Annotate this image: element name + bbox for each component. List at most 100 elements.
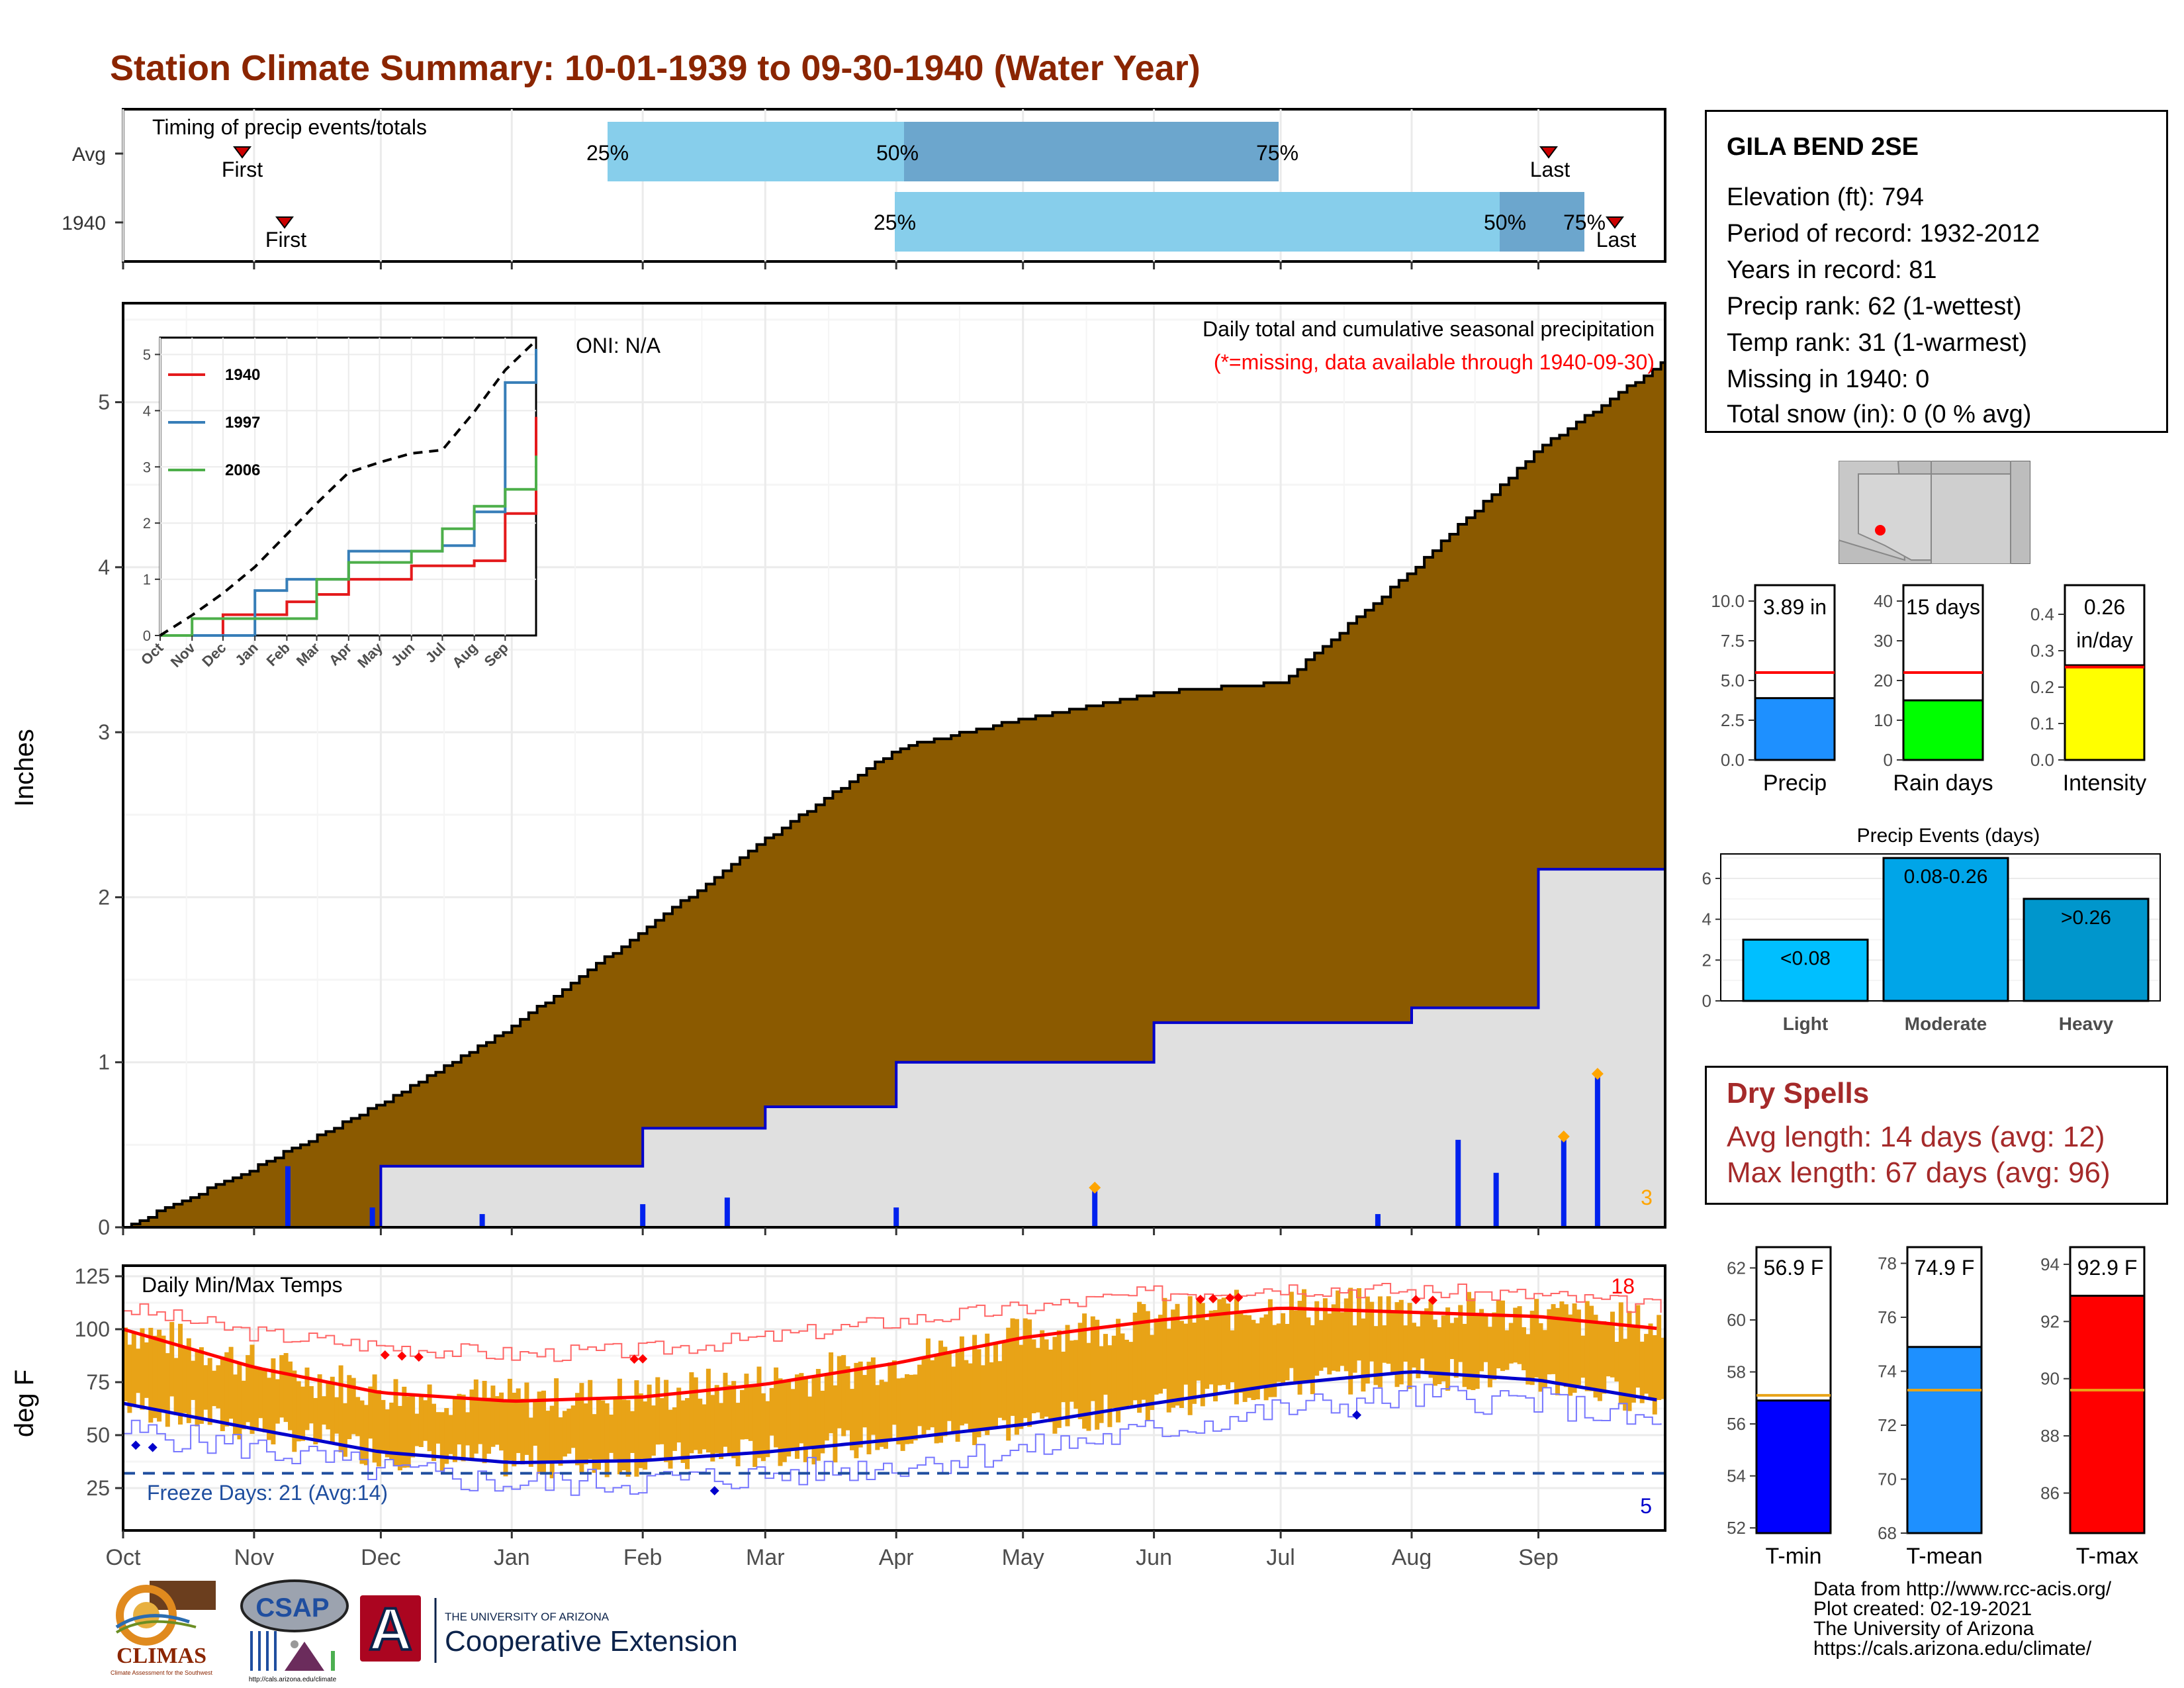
daily-temp-bar [473, 1379, 478, 1454]
timing-avg-last: Last [1530, 158, 1570, 181]
daily-temp-bar [326, 1382, 331, 1430]
month-label: Apr [879, 1545, 914, 1569]
cold-count: 5 [1640, 1494, 1652, 1518]
mini-bar-tick-label: 30 [1874, 631, 1893, 651]
daily-temp-bar [237, 1362, 242, 1440]
inset-legend-label: 2006 [225, 461, 260, 479]
events-ytick-label: 2 [1702, 950, 1711, 970]
daily-temp-bar [267, 1378, 271, 1440]
daily-temp-bar [959, 1336, 964, 1426]
inset-ytick-label: 0 [143, 628, 151, 644]
daily-temp-bar [1559, 1301, 1565, 1383]
daily-temp-bar [253, 1368, 259, 1429]
timing-avg-bar-25-50 [608, 122, 904, 181]
timing-1940-bar-50-75 [1500, 192, 1584, 252]
temp-summary-tick-label: 90 [2040, 1369, 2060, 1389]
daily-temp-bar [246, 1355, 251, 1423]
precip-ytick-label: 1 [98, 1051, 110, 1074]
daily-temp-bar [1010, 1318, 1015, 1416]
daily-temp-bar [1424, 1308, 1430, 1372]
daily-temp-bar [465, 1412, 471, 1446]
daily-temp-bar [1116, 1319, 1121, 1423]
daily-temp-bar [397, 1405, 402, 1471]
daily-temp-bar [946, 1352, 952, 1421]
daily-temp-bar [1217, 1299, 1222, 1385]
daily-temp-bar [1627, 1311, 1632, 1411]
daily-temp-bar [418, 1395, 424, 1447]
daily-temp-bar [334, 1397, 340, 1434]
daily-temp-bar [533, 1399, 538, 1446]
record-high-marker [1411, 1295, 1421, 1305]
daily-temp-bar [152, 1335, 158, 1419]
daily-temp-bar [938, 1340, 943, 1443]
daily-temp-bar [452, 1397, 457, 1462]
daily-temp-bar [499, 1392, 504, 1451]
daily-temp-bar [740, 1389, 745, 1440]
daily-temp-bar [621, 1399, 627, 1471]
station-line-1: Elevation (ft): 794 [1727, 183, 1924, 211]
daily-temp-bar [444, 1408, 449, 1464]
daily-temp-bar [347, 1375, 352, 1440]
daily-temp-bar [1542, 1330, 1547, 1388]
daily-temp-bar [1208, 1310, 1214, 1385]
daily-temp-bar [1652, 1335, 1657, 1415]
temp-ylabel: deg F [10, 1370, 39, 1437]
daily-temp-bar [583, 1403, 588, 1465]
daily-temp-bar [604, 1403, 610, 1477]
daily-temp-bar [1336, 1290, 1341, 1372]
daily-temp-bar [1432, 1319, 1437, 1386]
record-low-marker [131, 1440, 141, 1450]
daily-temp-bar [414, 1413, 420, 1446]
daily-temp-bar [1086, 1342, 1091, 1431]
daily-temp-bar [930, 1360, 935, 1428]
daily-temp-bar [1467, 1291, 1471, 1389]
timing-avg-q25: 25% [586, 141, 629, 165]
daily-precip-bar [369, 1207, 375, 1227]
daily-temp-bar [887, 1362, 893, 1439]
station-line-2: Period of record: 1932-2012 [1727, 220, 2040, 248]
temp-summary-tick-label: 60 [1727, 1310, 1746, 1330]
daily-temp-bar [1187, 1296, 1193, 1415]
daily-temp-bar [1614, 1342, 1619, 1382]
ua-line-1: THE UNIVERSITY OF ARIZONA [445, 1611, 610, 1623]
daily-temp-bar [1247, 1315, 1251, 1398]
daily-temp-bar [490, 1385, 496, 1447]
daily-temp-bar [1255, 1323, 1260, 1399]
oni-label: ONI: N/A [576, 334, 661, 357]
temp-summary-tick-label: 56 [1727, 1414, 1746, 1434]
record-high-marker [1234, 1293, 1244, 1302]
record-low-marker [1352, 1410, 1361, 1420]
timing-1940-bar-25-50 [895, 192, 1500, 252]
daily-temp-bar [1267, 1299, 1273, 1397]
temp-ytick-label: 125 [75, 1264, 110, 1288]
daily-temp-bar [1056, 1330, 1062, 1429]
daily-temp-bar [1462, 1323, 1467, 1387]
daily-temp-bar [752, 1385, 758, 1468]
timing-1940-q50: 50% [1484, 211, 1526, 234]
month-label: Aug [1392, 1545, 1432, 1569]
daily-temp-bar [1192, 1323, 1197, 1404]
station-line-3: Years in record: 81 [1727, 256, 1937, 284]
daily-temp-bar [1534, 1299, 1539, 1378]
daily-temp-bar [837, 1356, 842, 1429]
daily-temp-bar [359, 1400, 365, 1464]
dry-spells-title: Dry Spells [1727, 1077, 1870, 1109]
daily-temp-bar [964, 1360, 969, 1424]
month-label: Jan [494, 1545, 530, 1569]
temp-summary-tick-label: 62 [1727, 1258, 1746, 1278]
daily-temp-bar [672, 1407, 677, 1451]
daily-temp-bar [630, 1411, 635, 1453]
timing-avg-first: First [222, 158, 263, 181]
record-high-marker [1428, 1295, 1437, 1305]
daily-temp-bar [659, 1398, 664, 1444]
daily-temp-bar [1382, 1325, 1387, 1363]
temp-summary-value: 92.9 F [2077, 1256, 2138, 1280]
daily-temp-bar [643, 1401, 648, 1470]
daily-temp-bar [1132, 1313, 1138, 1401]
daily-temp-bar [579, 1383, 584, 1473]
daily-temp-bar [799, 1373, 804, 1444]
events-bar-range: <0.08 [1780, 948, 1831, 970]
daily-temp-bar [1318, 1320, 1324, 1371]
daily-temp-bar [685, 1398, 690, 1470]
temp-summary-tick-label: 68 [1878, 1523, 1897, 1543]
